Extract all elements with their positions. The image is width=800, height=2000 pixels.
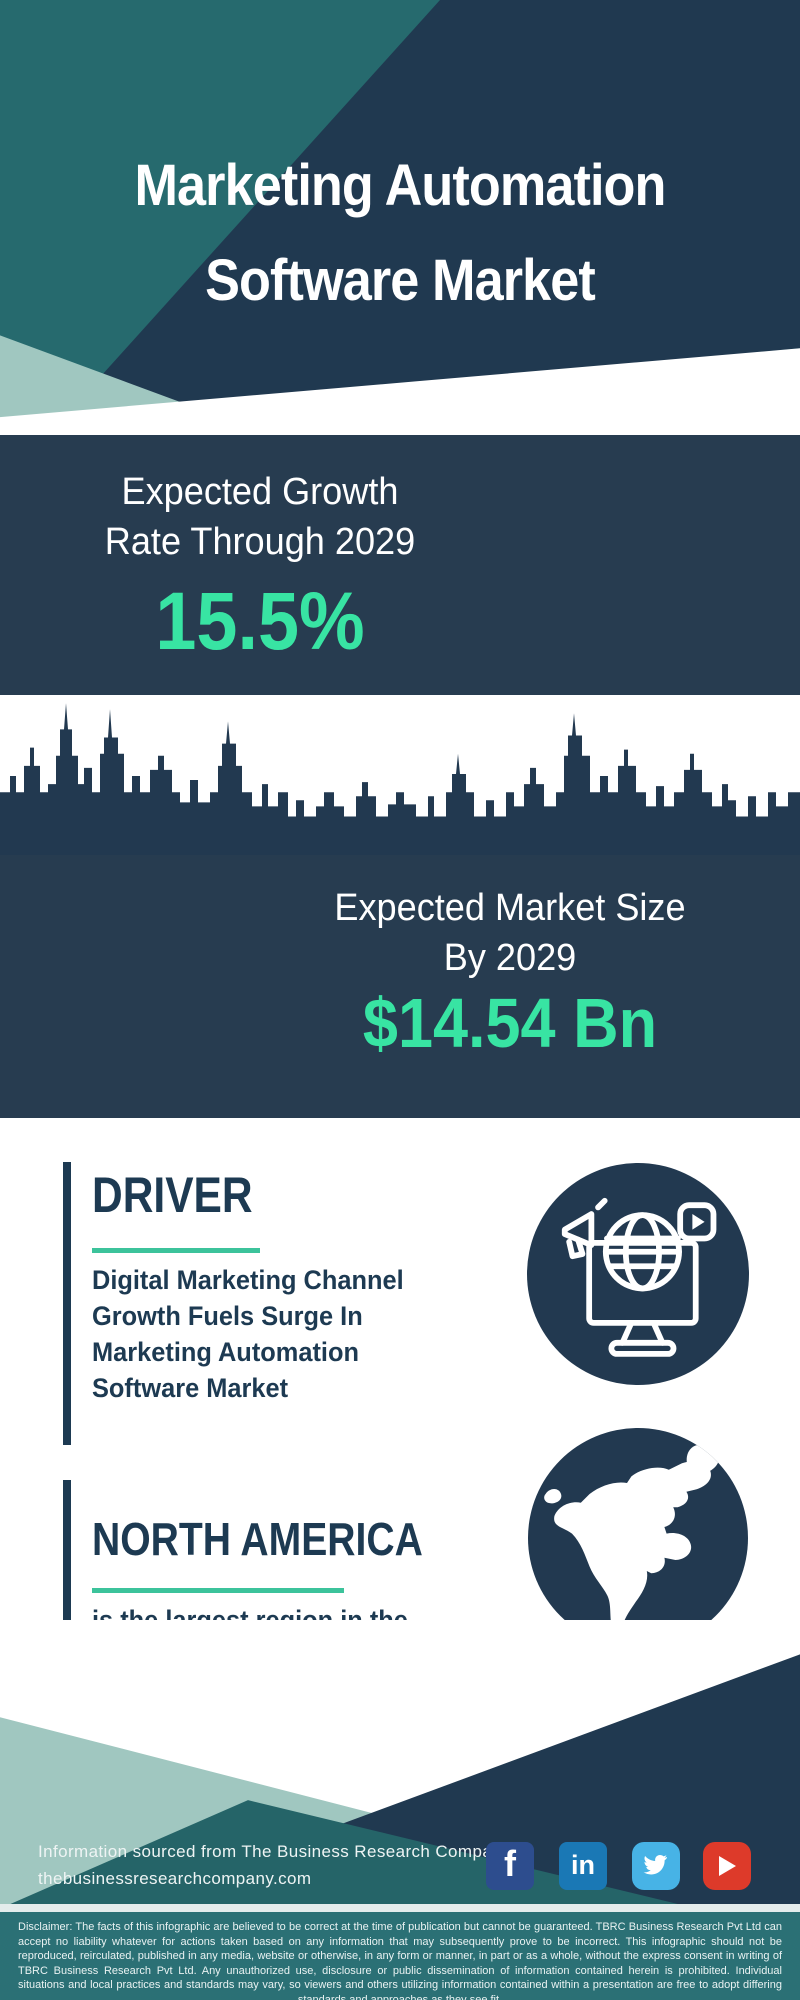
city-skyline-silhouette	[0, 703, 800, 857]
footer-divider	[0, 1904, 800, 1912]
driver-underline	[92, 1248, 260, 1253]
facebook-icon[interactable]: f	[486, 1842, 534, 1890]
region-accent-bar	[63, 1480, 71, 1668]
region-heading: NORTH AMERICA	[92, 1513, 423, 1565]
twitter-icon[interactable]	[632, 1842, 680, 1890]
market-size-value: $14.54 Bn	[362, 984, 658, 1062]
growth-rate-panel: Expected Growth Rate Through 2029 15.5%	[0, 435, 800, 1086]
driver-accent-bar	[63, 1162, 71, 1445]
header-banner: Marketing Automation Software Market	[0, 0, 800, 430]
market-size-label: Expected Market Size By 2029	[282, 883, 738, 983]
north-america-map-icon	[528, 1428, 748, 1648]
linkedin-icon[interactable]: in	[559, 1842, 607, 1890]
growth-rate-label: Expected Growth Rate Through 2029	[23, 467, 498, 567]
growth-label-line2: Rate Through 2029	[104, 521, 416, 563]
page-title-line2: Software Market	[205, 248, 596, 313]
twitter-bird-glyph	[643, 1855, 667, 1875]
disclaimer-text: Disclaimer: The facts of this infographi…	[0, 1912, 800, 2000]
growth-label-line1: Expected Growth	[121, 471, 399, 513]
region-underline	[92, 1588, 344, 1593]
youtube-play-glyph	[718, 1856, 736, 1876]
driver-heading: DRIVER	[92, 1167, 253, 1223]
market-label-line2: By 2029	[443, 937, 577, 979]
source-website[interactable]: thebusinessresearchcompany.com	[38, 1869, 312, 1888]
page-title-line1: Marketing Automation	[134, 153, 666, 218]
market-label-line1: Expected Market Size	[334, 887, 686, 929]
driver-text: Digital Marketing Channel Growth Fuels S…	[92, 1265, 404, 1403]
digital-marketing-monitor-icon	[527, 1163, 749, 1385]
youtube-icon[interactable]	[703, 1842, 751, 1890]
market-size-panel: Expected Market Size By 2029 $14.54 Bn	[0, 855, 800, 1924]
source-attribution: Information sourced from The Business Re…	[38, 1842, 511, 1861]
growth-rate-value: 15.5%	[155, 576, 365, 667]
footer-banner: Information sourced from The Business Re…	[0, 1620, 800, 1906]
page-title: Marketing Automation Software Market	[40, 138, 760, 328]
facebook-glyph: f	[504, 1843, 516, 1884]
linkedin-glyph: in	[571, 1850, 595, 1880]
